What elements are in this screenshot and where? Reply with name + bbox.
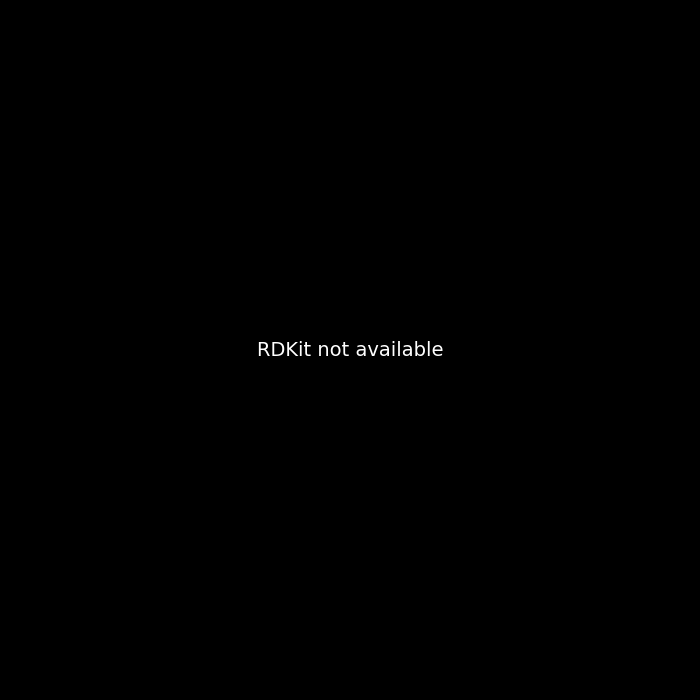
Text: RDKit not available: RDKit not available xyxy=(257,340,443,360)
